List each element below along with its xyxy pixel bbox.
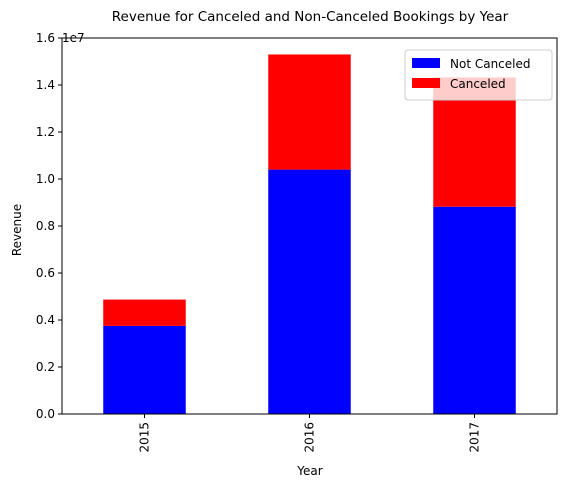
y-axis-label: Revenue (10, 204, 24, 256)
legend-swatch (412, 58, 440, 68)
y-tick-label: 1.4 (36, 78, 55, 92)
x-tick-label: 2015 (138, 422, 152, 453)
y-tick-label: 1.2 (36, 125, 55, 139)
y-tick-label: 1.6 (36, 31, 55, 45)
x-tick-label: 2016 (303, 422, 317, 453)
legend-label: Canceled (450, 77, 506, 91)
bar-not-canceled-2015 (103, 325, 186, 414)
x-tick-label: 2017 (468, 422, 482, 453)
y-tick-label: 0.8 (36, 219, 55, 233)
legend: Not Canceled Canceled (404, 49, 553, 101)
y-tick-label: 0.6 (36, 266, 55, 280)
y-tick-label: 1.0 (36, 172, 55, 186)
bar-canceled-2015 (103, 299, 186, 326)
y-tick-label: 0.2 (36, 360, 55, 374)
x-axis-label: Year (296, 464, 322, 478)
legend-label: Not Canceled (450, 57, 531, 71)
bars-group (103, 54, 516, 414)
legend-box (404, 49, 553, 101)
y-tick-label: 0.4 (36, 313, 55, 327)
y-tick-label: 0.0 (36, 407, 55, 421)
bar-not-canceled-2016 (268, 169, 351, 414)
y-axis: 0.0 0.2 0.4 0.6 0.8 1.0 1.2 1.4 1.6 (36, 31, 62, 421)
plot-frame (61, 37, 558, 415)
y-offset-label: 1e7 (62, 31, 85, 45)
bar-not-canceled-2017 (433, 206, 516, 414)
x-axis: 2015 2016 2017 (138, 414, 482, 453)
legend-swatch (412, 78, 440, 88)
bar-canceled-2016 (268, 54, 351, 170)
chart-title: Revenue for Canceled and Non-Canceled Bo… (112, 9, 509, 25)
